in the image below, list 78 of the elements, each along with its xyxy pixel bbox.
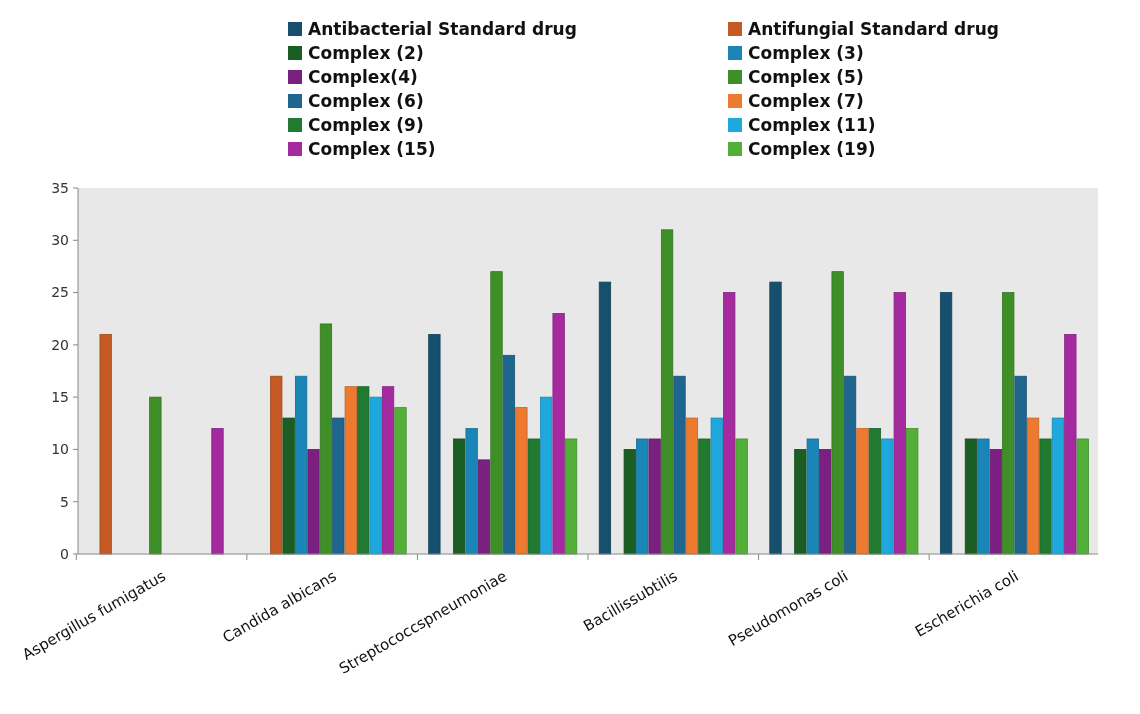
bar [1076, 438, 1089, 555]
bar [598, 281, 612, 555]
y-tick-label: 0 [60, 545, 69, 562]
bar [552, 313, 565, 555]
bar [806, 438, 819, 555]
bar [502, 354, 516, 555]
bar [660, 229, 674, 555]
bar [515, 407, 528, 555]
y-tick-label: 30 [51, 232, 69, 249]
legend-label: Complex (6) [308, 90, 424, 111]
bar [723, 292, 736, 555]
bar [490, 271, 503, 555]
bar [648, 438, 661, 555]
bar [939, 292, 953, 555]
y-tick-label: 35 [51, 179, 69, 196]
bar [881, 438, 894, 555]
bar [453, 438, 466, 555]
bar [623, 449, 636, 555]
legend-label: Complex (5) [748, 66, 864, 87]
bar [1002, 292, 1015, 555]
bar [564, 438, 578, 555]
y-tick-label: 25 [51, 284, 69, 301]
bar [540, 396, 553, 555]
y-tick-label: 5 [60, 493, 69, 510]
bar [369, 396, 382, 555]
bar [856, 428, 869, 555]
y-tick-label: 15 [51, 389, 69, 406]
bar [477, 459, 491, 555]
legend-label: Complex (2) [308, 42, 424, 63]
bar [735, 438, 748, 555]
legend-label: Complex (3) [748, 42, 864, 63]
bar [673, 375, 686, 555]
bar [307, 449, 320, 555]
y-tick-label: 10 [51, 441, 69, 458]
bar [428, 334, 441, 555]
bar [1014, 375, 1027, 555]
bar [394, 407, 407, 555]
bar [465, 428, 478, 555]
bar [893, 292, 906, 555]
bar [1026, 417, 1040, 555]
bar [685, 417, 699, 555]
bar [1039, 438, 1052, 555]
bar [843, 375, 857, 555]
bar [794, 449, 807, 555]
legend-label: Antibacterial Standard drug [308, 18, 577, 39]
bar [769, 281, 782, 555]
bar [710, 417, 723, 555]
bar [527, 438, 540, 555]
legend-label: Complex (9) [308, 114, 424, 135]
legend-label: Complex (19) [748, 138, 876, 159]
bar [698, 438, 711, 555]
bar [1064, 334, 1077, 555]
legend-label: Complex (11) [748, 114, 876, 135]
bar [344, 386, 357, 555]
bar [149, 396, 162, 555]
bar [1051, 417, 1065, 555]
bar [211, 428, 224, 555]
legend-label: Complex (7) [748, 90, 864, 111]
bar [831, 271, 844, 555]
legend-label: Complex(4) [308, 66, 418, 87]
bar [381, 386, 395, 555]
bar [636, 438, 649, 555]
bar [906, 428, 919, 555]
bar [319, 323, 333, 555]
bar [977, 438, 990, 555]
bar [868, 428, 882, 555]
bar [989, 449, 1002, 555]
legend-label: Complex (15) [308, 138, 436, 159]
bar [357, 386, 370, 555]
y-tick-label: 20 [51, 336, 69, 353]
bar [332, 417, 345, 555]
bar [99, 334, 112, 555]
bar [964, 438, 978, 555]
bar [270, 375, 283, 555]
bar [294, 375, 308, 555]
legend-label: Antifungial Standard drug [748, 18, 999, 39]
bar [819, 449, 832, 555]
bar [282, 417, 295, 555]
